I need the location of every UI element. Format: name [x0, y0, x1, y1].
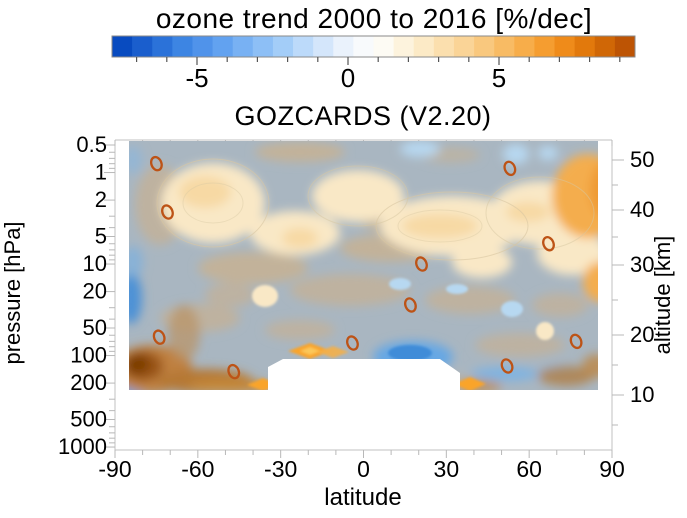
colorbar-axis: -5 0 5: [136, 57, 621, 93]
significance-marker: [569, 333, 583, 350]
significance-marker: [227, 363, 241, 380]
colorbar-title: ozone trend 2000 to 2016 [%/dec]: [156, 3, 592, 34]
colorbar-segment: [474, 36, 495, 57]
y-right-tick-label: 50: [630, 147, 654, 172]
colorbar-segment: [272, 36, 294, 57]
y-right-tick-label: 20: [630, 322, 654, 347]
colorbar-segment: [293, 36, 314, 57]
colorbar-segment: [333, 36, 354, 57]
colorbar-segment: [453, 36, 475, 57]
y-left-tick-label: 20: [83, 279, 107, 304]
y-left-tick-label: 1000: [58, 434, 107, 459]
colorbar-segment: [252, 36, 274, 57]
significance-marker: [503, 160, 517, 177]
tick-labels: -90 -60 -30 0 30 60 900.5125102050100200500100…: [58, 132, 654, 482]
significance-marker: [346, 335, 359, 351]
x-tick-label: 0: [357, 456, 370, 482]
y-left-tick-label: 2: [95, 187, 107, 212]
colorbar-segment: [172, 36, 193, 57]
colorbar-segment: [373, 36, 395, 57]
colorbar-segment: [514, 36, 535, 57]
significance-marker: [149, 155, 163, 172]
colorbar-segment: [212, 36, 234, 57]
significance-markers: [149, 155, 583, 380]
colorbar-segment: [112, 36, 133, 57]
colorbar-segment: [132, 36, 153, 57]
x-axis-title: latitude: [324, 484, 401, 511]
colorbar-segment: [192, 36, 214, 57]
x-tick-label: 60: [516, 456, 542, 482]
colorbar-segment: [433, 36, 455, 57]
y-left-tick-label: 500: [70, 407, 107, 432]
y-right-tick-label: 30: [630, 252, 654, 277]
x-tick-label: 30: [434, 456, 460, 482]
contour-lines: [156, 158, 595, 261]
y-left-tick-label: 10: [83, 251, 107, 276]
colorbar-tick-label: 0: [341, 63, 355, 93]
y-right-axis-title: altitude [km]: [650, 236, 675, 355]
colorbar-tick-label: -5: [185, 63, 208, 93]
significance-marker: [161, 204, 174, 220]
x-tick-label: -60: [181, 456, 214, 482]
plot-title: GOZCARDS (V2.20): [234, 101, 491, 131]
colorbar-segment: [554, 36, 576, 57]
colorbar-segment: [353, 36, 374, 57]
significance-marker: [152, 329, 166, 345]
y-left-tick-label: 200: [70, 370, 107, 395]
colorbar-segment: [313, 36, 334, 57]
significance-marker: [500, 358, 514, 374]
colorbar-segment: [494, 36, 515, 57]
y-left-tick-label: 50: [83, 315, 107, 340]
y-left-tick-label: 100: [70, 343, 107, 368]
significance-marker: [403, 297, 417, 313]
colorbar-segment: [232, 36, 254, 57]
colorbar-frame: [111, 35, 636, 58]
colorbar: [112, 36, 636, 57]
y-left-tick-label: 1: [95, 160, 107, 185]
colorbar-segment: [393, 36, 415, 57]
x-tick-label: 90: [599, 456, 625, 482]
colorbar-segment: [534, 36, 556, 57]
colorbar-segment: [574, 36, 596, 57]
colorbar-segment: [614, 36, 636, 57]
contour-field: [129, 141, 598, 390]
y-left-axis-title: pressure [hPa]: [0, 221, 25, 364]
colorbar-segment: [413, 36, 435, 57]
x-tick-label: -90: [98, 456, 131, 482]
x-tick-label: -30: [264, 456, 297, 482]
y-left-tick-label: 0.5: [76, 132, 107, 157]
y-left-tick-label: 5: [95, 224, 107, 249]
y-right-tick-label: 10: [630, 382, 654, 407]
significance-marker: [415, 256, 428, 272]
significance-marker: [542, 236, 555, 252]
colorbar-tick-label: 5: [492, 63, 506, 93]
y-right-tick-label: 40: [630, 197, 654, 222]
colorbar-segment: [594, 36, 616, 57]
colorbar-segment: [152, 36, 173, 57]
